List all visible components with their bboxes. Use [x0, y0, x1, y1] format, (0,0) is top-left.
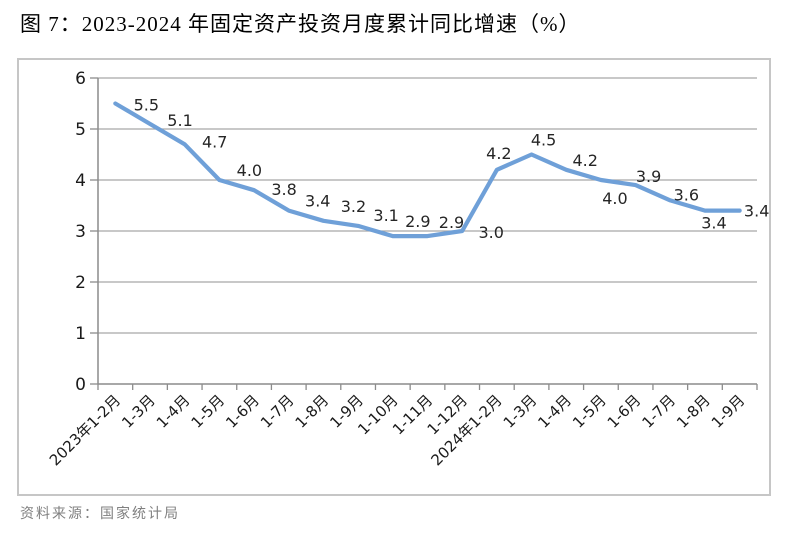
data-label: 3.9	[636, 167, 661, 186]
y-tick-label: 3	[75, 222, 86, 242]
data-label: 2.9	[439, 213, 464, 232]
data-label: 4.5	[531, 131, 556, 150]
x-tick-label: 1-4月	[534, 391, 575, 432]
data-label: 3.6	[674, 185, 699, 204]
data-label: 3.8	[271, 180, 296, 199]
y-tick-label: 2	[75, 273, 86, 293]
x-tick-label: 1-6月	[222, 391, 263, 432]
data-label: 3.0	[478, 223, 503, 242]
data-label: 4.2	[573, 151, 598, 170]
x-tick-label: 1-4月	[153, 391, 194, 432]
y-tick-label: 6	[75, 69, 86, 89]
data-label: 3.2	[341, 197, 366, 216]
x-tick-label: 1-9月	[708, 391, 749, 432]
x-tick-label: 1-7月	[638, 391, 679, 432]
x-tick-label: 1-7月	[257, 391, 298, 432]
data-line	[113, 101, 742, 239]
source-note: 资料来源：国家统计局	[20, 507, 180, 522]
y-tick-label: 0	[75, 375, 86, 395]
figure-title: 图 7：2023-2024 年固定资产投资月度累计同比增速（%）	[20, 12, 581, 36]
data-label: 5.5	[134, 96, 159, 115]
x-tick-label: 1-6月	[604, 391, 645, 432]
x-tick-label: 1-3月	[118, 391, 159, 432]
y-tick-label: 5	[75, 120, 86, 140]
data-label: 3.1	[373, 206, 398, 225]
y-tick-label: 1	[75, 324, 86, 344]
x-tick-label: 1-5月	[188, 391, 229, 432]
data-label: 5.1	[167, 111, 192, 130]
data-label: 2.9	[405, 212, 430, 231]
data-label: 3.4	[305, 192, 330, 211]
x-tick-label: 1-3月	[500, 391, 541, 432]
line-chart: 01234562023年1-2月1-3月1-4月1-5月1-6月1-7月1-8月…	[46, 69, 769, 469]
x-tick-label: 1-5月	[569, 391, 610, 432]
x-tick-label: 2023年1-2月	[46, 391, 124, 469]
data-label: 4.0	[237, 161, 262, 180]
y-tick-label: 4	[75, 171, 86, 191]
data-label: 3.4	[701, 214, 726, 233]
data-label: 3.4	[744, 202, 769, 221]
x-tick-label: 1-8月	[292, 391, 333, 432]
data-label: 4.0	[602, 189, 627, 208]
x-tick-label: 1-8月	[673, 391, 714, 432]
data-label: 4.2	[486, 144, 511, 163]
data-label: 4.7	[202, 132, 227, 151]
chart-frame: 0 1 2 3 4 5 6 2023年1-2月 1-3月 1-4月 1-5月 1-6月 1-7月 1-8月…	[17, 58, 771, 496]
